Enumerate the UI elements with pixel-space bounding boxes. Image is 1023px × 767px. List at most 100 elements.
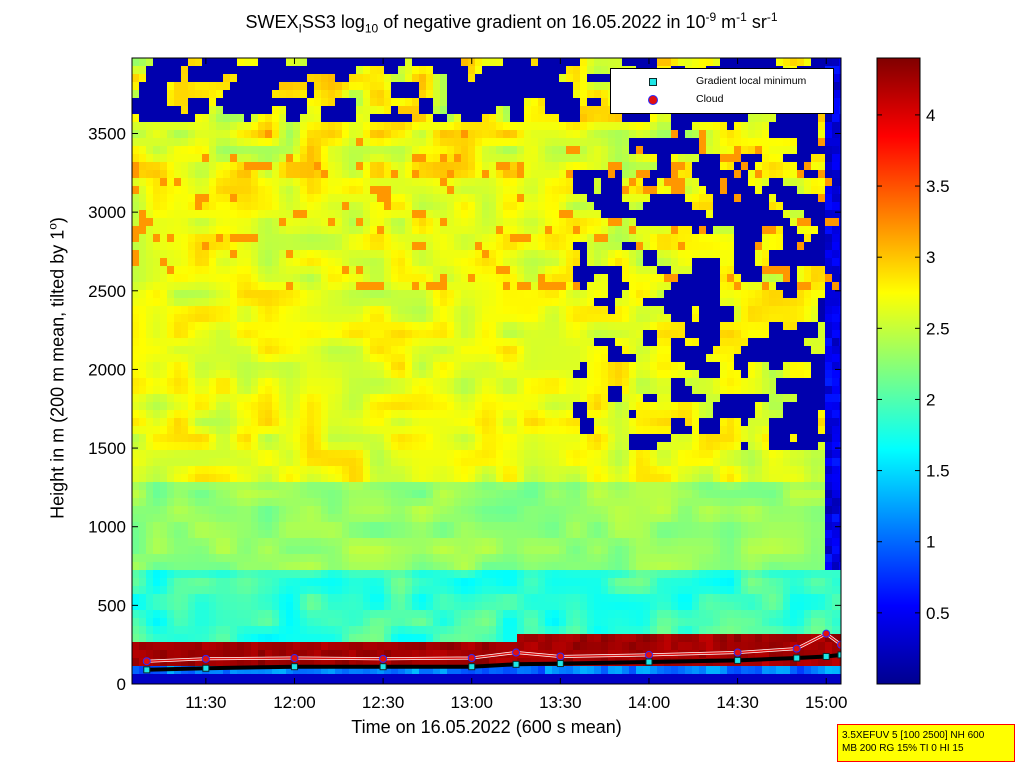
heatmap-cell (286, 314, 294, 323)
heatmap-cell (475, 170, 483, 179)
heatmap-cell (209, 418, 217, 427)
heatmap-cell (209, 74, 217, 83)
heatmap-cell (405, 138, 413, 147)
heatmap-cell (538, 410, 546, 419)
heatmap-cell (300, 546, 308, 555)
heatmap-cell (398, 626, 406, 635)
heatmap-cell (363, 274, 371, 283)
heatmap-cell (356, 434, 364, 443)
heatmap-cell (517, 250, 525, 259)
heatmap-cell (342, 114, 350, 123)
heatmap-cell (566, 306, 574, 315)
heatmap-cell (510, 290, 518, 299)
heatmap-cell (146, 338, 154, 347)
heatmap-cell (538, 434, 546, 443)
heatmap-cell (230, 274, 238, 283)
heatmap-cell (174, 626, 182, 635)
heatmap-cell (552, 682, 560, 684)
heatmap-cell (230, 634, 238, 643)
heatmap-cell (188, 522, 196, 531)
heatmap-cell (496, 66, 504, 75)
heatmap-cell (167, 410, 175, 419)
heatmap-cell (272, 474, 280, 483)
heatmap-cell (412, 114, 420, 123)
heatmap-cell (335, 82, 343, 91)
heatmap-cell (286, 378, 294, 387)
title-part: m (716, 12, 737, 32)
heatmap-cell (461, 626, 469, 635)
heatmap-cell (447, 442, 455, 451)
heatmap-cell (335, 330, 343, 339)
heatmap-cell (237, 226, 245, 235)
heatmap-cell (349, 378, 357, 387)
heatmap-cell (426, 234, 434, 243)
heatmap-cell (244, 354, 252, 363)
heatmap-cell (447, 330, 455, 339)
heatmap-cell (272, 138, 280, 147)
heatmap-cell (321, 154, 329, 163)
heatmap-cell (440, 418, 448, 427)
heatmap-cell (426, 490, 434, 499)
heatmap-cell (405, 314, 413, 323)
heatmap-cell (181, 298, 189, 307)
heatmap-cell (524, 578, 532, 587)
heatmap-cell (391, 74, 399, 83)
heatmap-cell (286, 186, 294, 195)
heatmap-cell (174, 490, 182, 499)
heatmap-cell (433, 114, 441, 123)
heatmap-cell (300, 362, 308, 371)
heatmap-cell (377, 594, 385, 603)
heatmap-cell (482, 538, 490, 547)
heatmap-cell (510, 258, 518, 267)
heatmap-cell (391, 666, 399, 675)
heatmap-cell (363, 506, 371, 515)
heatmap-cell (244, 194, 252, 203)
heatmap-cell (160, 426, 168, 435)
heatmap-cell (524, 450, 532, 459)
heatmap-cell (153, 138, 161, 147)
heatmap-cell (258, 298, 266, 307)
heatmap-cell (461, 570, 469, 579)
heatmap-cell (146, 378, 154, 387)
heatmap-cell (552, 306, 560, 315)
heatmap-cell (230, 578, 238, 587)
heatmap-cell (440, 490, 448, 499)
heatmap-cell (265, 114, 273, 123)
heatmap-cell (321, 498, 329, 507)
heatmap-cell (223, 546, 231, 555)
heatmap-cell (482, 290, 490, 299)
heatmap-cell (538, 370, 546, 379)
heatmap-cell (307, 162, 315, 171)
heatmap-cell (160, 538, 168, 547)
heatmap-cell (503, 354, 511, 363)
heatmap-cell (433, 290, 441, 299)
heatmap-cell (517, 186, 525, 195)
heatmap-cell (461, 682, 469, 684)
heatmap-cell (209, 386, 217, 395)
heatmap-cell (517, 146, 525, 155)
heatmap-cell (377, 330, 385, 339)
heatmap-cell (475, 466, 483, 475)
heatmap-cell (258, 66, 266, 75)
heatmap-cell (300, 378, 308, 387)
heatmap-cell (517, 466, 525, 475)
heatmap-cell (433, 578, 441, 587)
heatmap-cell (349, 106, 357, 115)
heatmap-cell (496, 58, 504, 67)
heatmap-cell (454, 354, 462, 363)
heatmap-cell (566, 386, 574, 395)
heatmap-cell (195, 362, 203, 371)
heatmap-cell (167, 610, 175, 619)
heatmap-cell (300, 234, 308, 243)
heatmap-cell (391, 538, 399, 547)
heatmap-cell (342, 106, 350, 115)
heatmap-cell (216, 138, 224, 147)
heatmap-cell (237, 554, 245, 563)
heatmap-cell (398, 314, 406, 323)
heatmap-cell (398, 370, 406, 379)
heatmap-cell (139, 242, 147, 251)
heatmap-cell (251, 338, 259, 347)
heatmap-cell (195, 434, 203, 443)
heatmap-cell (363, 362, 371, 371)
heatmap-cell (258, 122, 266, 131)
